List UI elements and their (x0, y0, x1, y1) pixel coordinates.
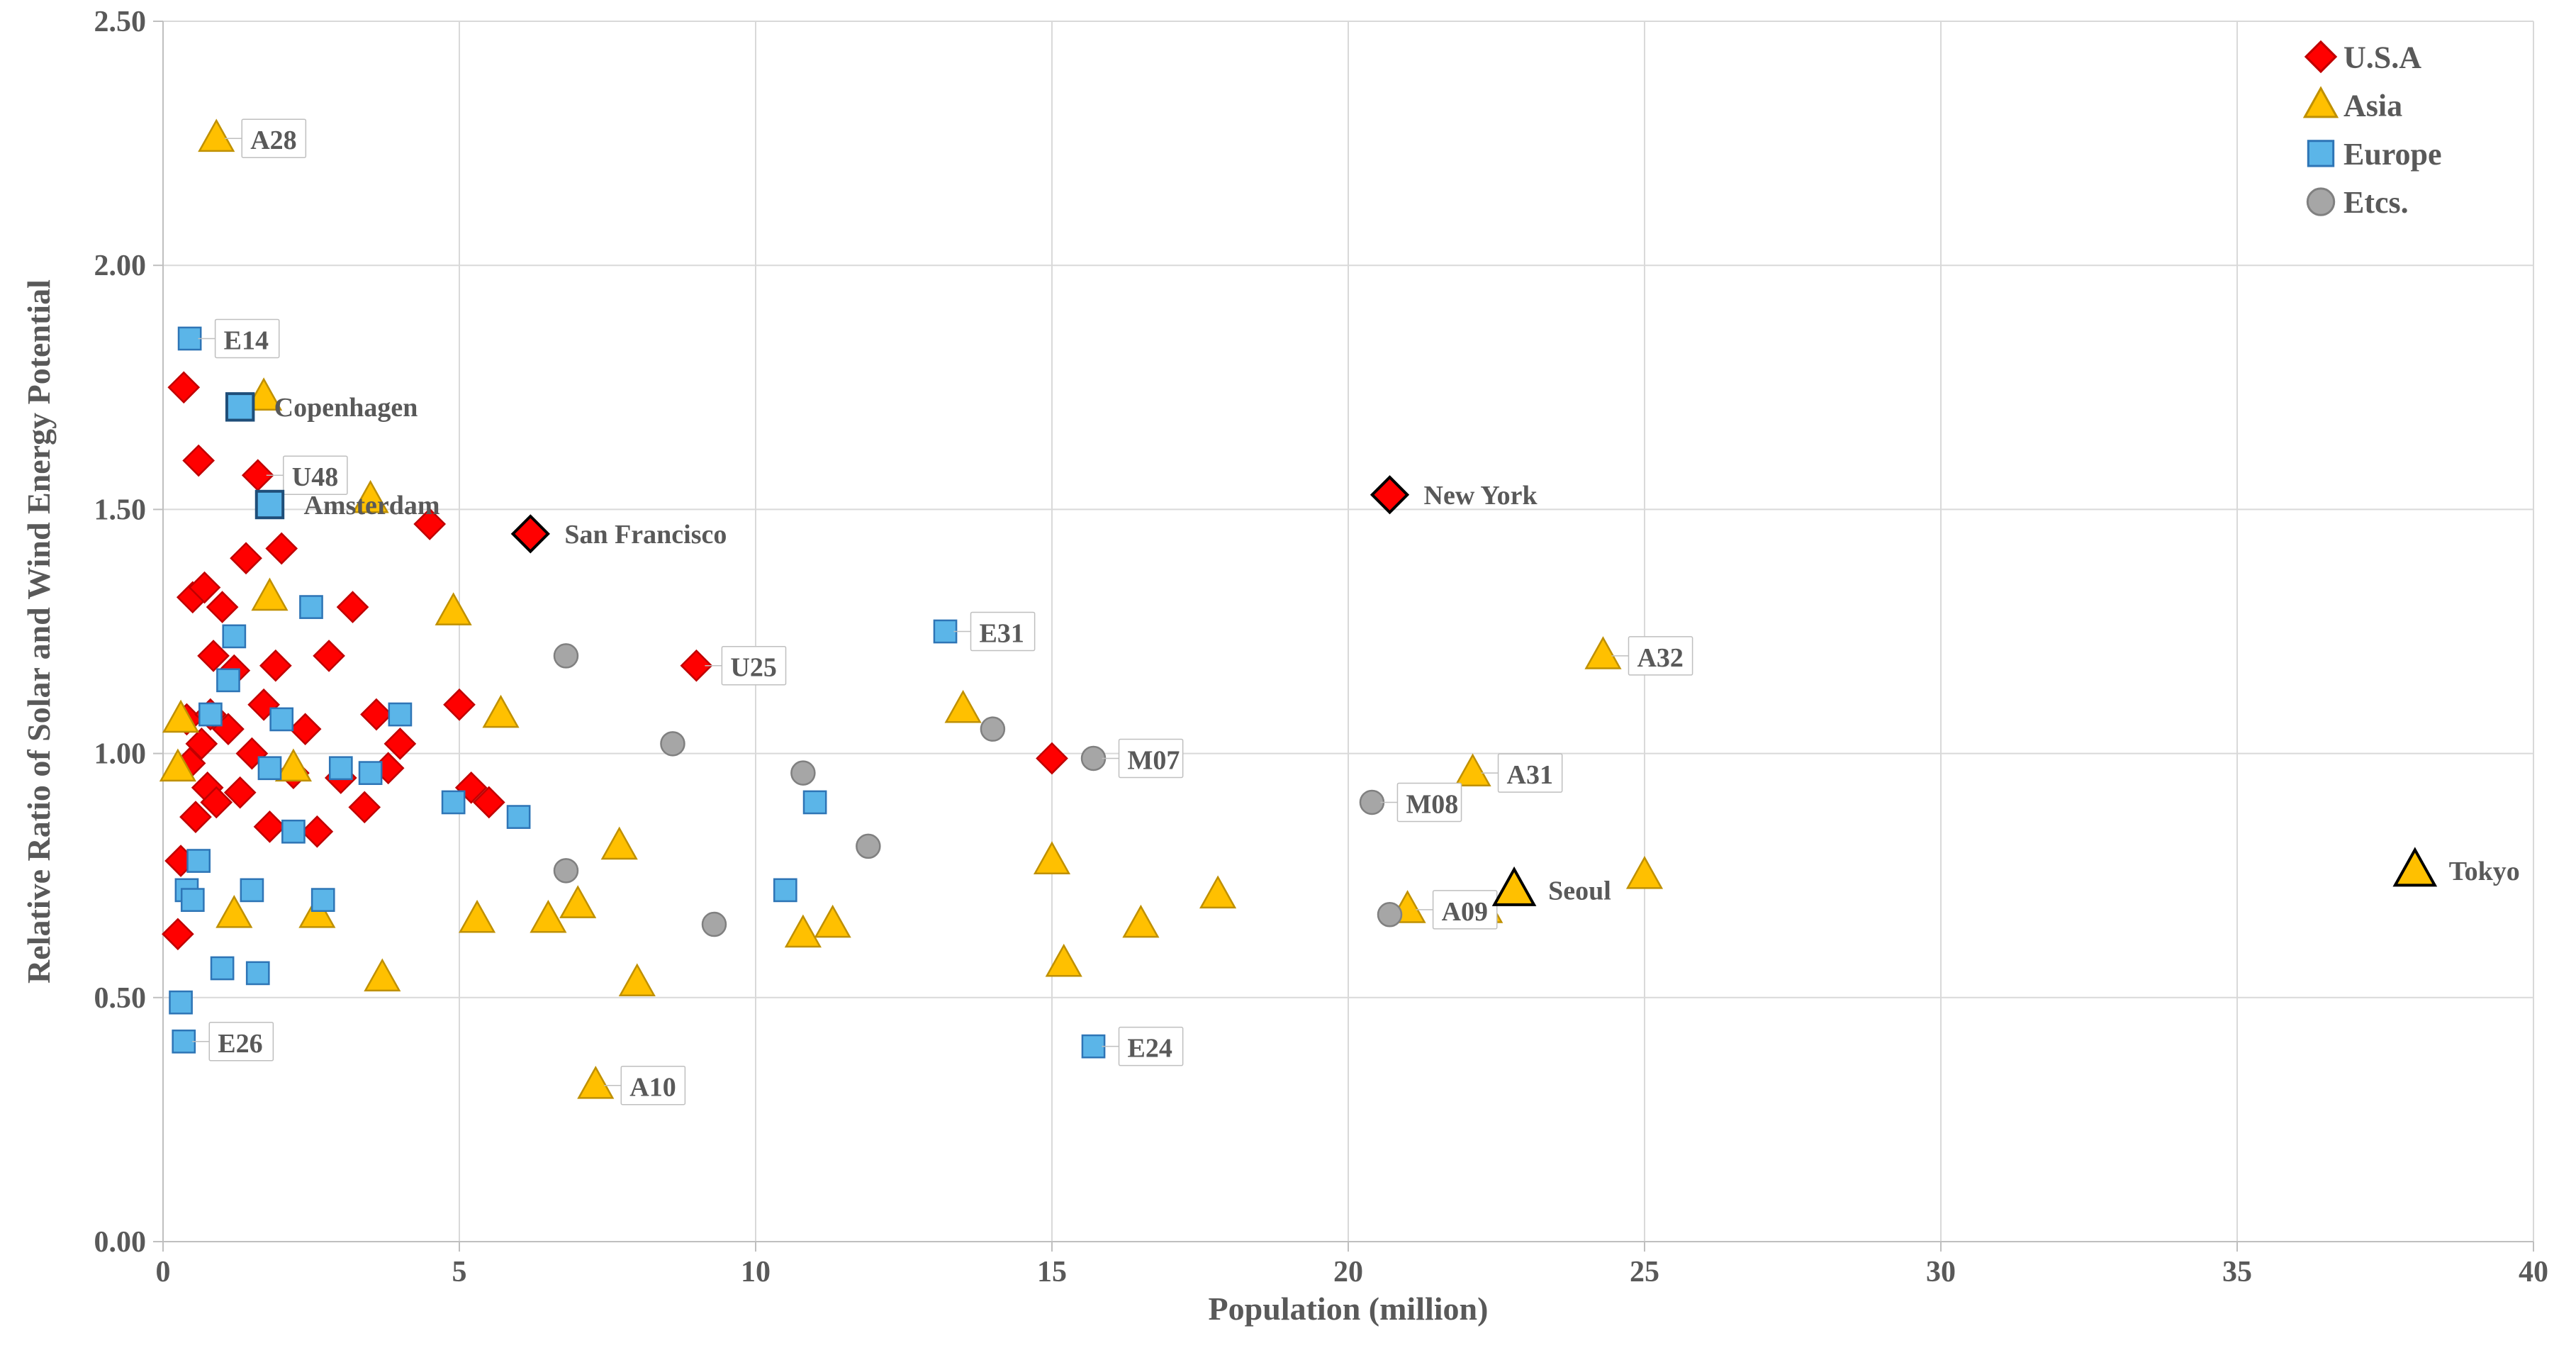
y-axis-label: Relative Ratio of Solar and Wind Energy … (21, 279, 57, 984)
callout-label-A28: A28 (250, 126, 296, 155)
callout-label-U48: U48 (292, 462, 338, 492)
callout-label-A32: A32 (1637, 643, 1683, 673)
svg-text:2.00: 2.00 (94, 250, 147, 282)
svg-text:10: 10 (741, 1256, 771, 1288)
svg-text:40: 40 (2519, 1256, 2548, 1288)
svg-text:25: 25 (1630, 1256, 1659, 1288)
svg-text:30: 30 (1926, 1256, 1956, 1288)
x-axis-label: Population (million) (1209, 1291, 1489, 1327)
scatter-chart: 0 5 10 15 20 25 30 35 40 0.00 0.50 1.00 1.50 2.00 2.50… (0, 0, 2576, 1348)
highlight-label-amsterdam: Amsterdam (303, 491, 439, 520)
svg-text:2.50: 2.50 (94, 6, 147, 38)
callout-label-M08: M08 (1406, 789, 1458, 819)
svg-text:35: 35 (2222, 1256, 2252, 1288)
legend-item-asia: Asia (2343, 89, 2402, 123)
svg-text:0: 0 (156, 1256, 171, 1288)
callout-label-M07: M07 (1128, 745, 1180, 775)
callout-label-E14: E14 (224, 325, 269, 355)
legend-item-usa: U.S.A (2343, 40, 2421, 74)
legend-item-europe: Europe (2343, 137, 2442, 172)
legend-item-etcs: Etcs. (2343, 185, 2409, 220)
callout-label-E31: E31 (980, 619, 1024, 649)
svg-text:1.50: 1.50 (94, 494, 147, 526)
svg-text:5: 5 (452, 1256, 467, 1288)
svg-text:1.00: 1.00 (94, 738, 147, 771)
callout-label-U25: U25 (730, 653, 776, 683)
callout-label-A09: A09 (1442, 897, 1488, 927)
callout-label-E24: E24 (1128, 1034, 1172, 1064)
callout-label-A31: A31 (1507, 760, 1553, 790)
highlight-label-new-york: New York (1424, 481, 1538, 511)
callout-label-A10: A10 (629, 1073, 676, 1103)
highlight-label-san-francisco: San Francisco (564, 520, 727, 550)
highlight-label-copenhagen: Copenhagen (274, 393, 418, 423)
svg-text:0.50: 0.50 (94, 982, 147, 1015)
svg-text:0.00: 0.00 (94, 1226, 147, 1259)
highlight-label-seoul: Seoul (1548, 876, 1611, 906)
highlight-label-tokyo: Tokyo (2449, 857, 2520, 886)
svg-text:20: 20 (1333, 1256, 1363, 1288)
callout-label-E26: E26 (218, 1029, 262, 1059)
chart-svg: 0 5 10 15 20 25 30 35 40 0.00 0.50 1.00 1.50 2.00 2.50… (0, 0, 2576, 1348)
svg-text:15: 15 (1037, 1256, 1067, 1288)
